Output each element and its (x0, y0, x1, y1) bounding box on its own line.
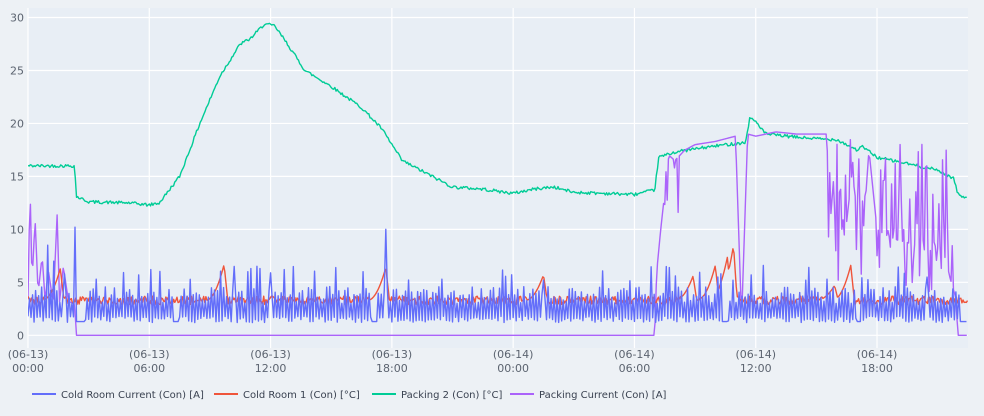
y-tick-label: 5 (17, 276, 24, 289)
x-tick-label: (06-14) (857, 348, 898, 361)
legend-label: Cold Room Current (Con) [A] (61, 390, 204, 401)
y-tick-label: 15 (10, 170, 24, 183)
x-tick-label: 18:00 (376, 362, 408, 375)
series-line-2 (28, 22, 967, 207)
legend-label: Cold Room 1 (Con) [°C] (243, 390, 360, 401)
x-tick-label: 18:00 (861, 362, 893, 375)
x-tick-label: 00:00 (497, 362, 529, 375)
x-tick-label: (06-13) (372, 348, 413, 361)
x-tick-label: (06-14) (614, 348, 655, 361)
y-tick-label: 30 (10, 12, 24, 25)
x-tick-label: 00:00 (12, 362, 44, 375)
x-tick-label: 12:00 (255, 362, 287, 375)
legend-label: Packing Current (Con) [A] (539, 390, 667, 401)
x-tick-label: (06-13) (8, 348, 49, 361)
x-tick-label: (06-14) (735, 348, 776, 361)
x-tick-label: (06-13) (250, 348, 291, 361)
y-tick-label: 0 (17, 329, 24, 342)
x-tick-label: 06:00 (133, 362, 165, 375)
y-tick-label: 20 (10, 117, 24, 130)
series-line-0 (28, 226, 967, 324)
x-tick-label: 06:00 (619, 362, 651, 375)
x-tick-label: (06-14) (493, 348, 534, 361)
x-tick-label: 12:00 (740, 362, 772, 375)
series-line-3 (28, 131, 967, 336)
legend-label: Packing 2 (Con) [°C] (401, 390, 502, 401)
x-tick-label: (06-13) (129, 348, 170, 361)
series-group (28, 22, 968, 336)
y-tick-label: 25 (10, 64, 24, 77)
y-tick-label: 10 (10, 223, 24, 236)
